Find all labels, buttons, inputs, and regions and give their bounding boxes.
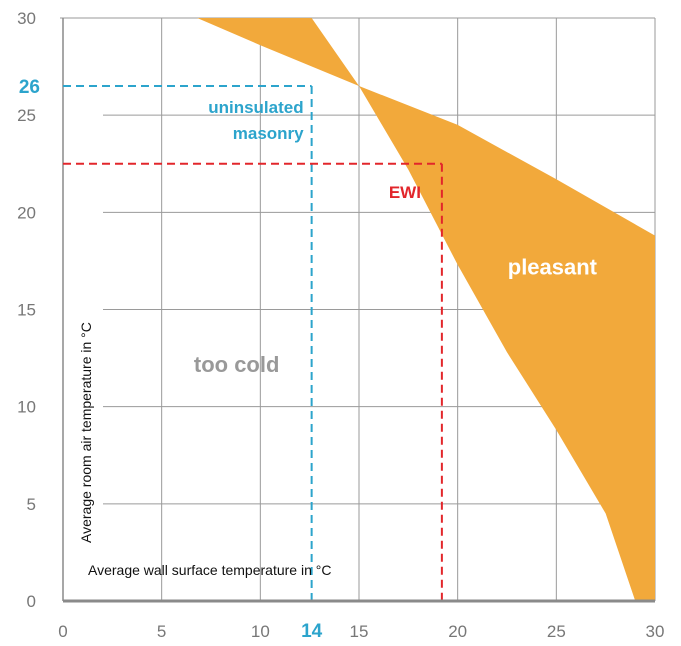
region-label-too-cold: too cold	[194, 352, 280, 377]
y-tick-label: 0	[27, 592, 36, 611]
pleasant-band	[197, 18, 656, 601]
y-tick-label: 10	[17, 398, 36, 417]
ewi-label: EWI	[389, 183, 421, 202]
x-tick-label: 10	[251, 622, 270, 641]
uninsulated-masonry-label-line1: uninsulated	[208, 98, 303, 117]
y-tick-label: 15	[17, 301, 36, 320]
uninsulated-masonry-label-line2: masonry	[233, 124, 304, 143]
y-tick-label: 30	[17, 9, 36, 28]
x-tick-label: 0	[58, 622, 67, 641]
y-tick-label: 5	[27, 495, 36, 514]
x-tick-label: 30	[646, 622, 665, 641]
region-label-pleasant: pleasant	[508, 255, 598, 280]
y-marker-26: 26	[19, 77, 40, 98]
y-tick-label: 25	[17, 106, 36, 125]
y-tick-label: 20	[17, 203, 36, 222]
x-tick-label: 15	[350, 622, 369, 641]
tick-labels: 0 5 10 15 20 25 30 0 5 10 15 20 25 30	[17, 9, 664, 641]
x-tick-label: 25	[547, 622, 566, 641]
x-tick-label: 5	[157, 622, 166, 641]
x-axis-title: Average wall surface temperature in °C	[88, 562, 331, 578]
x-tick-label: 20	[448, 622, 467, 641]
y-axis-title: Average room air temperature in °C	[78, 322, 94, 543]
x-marker-14: 14	[301, 621, 323, 642]
reference-lines	[63, 85, 443, 601]
